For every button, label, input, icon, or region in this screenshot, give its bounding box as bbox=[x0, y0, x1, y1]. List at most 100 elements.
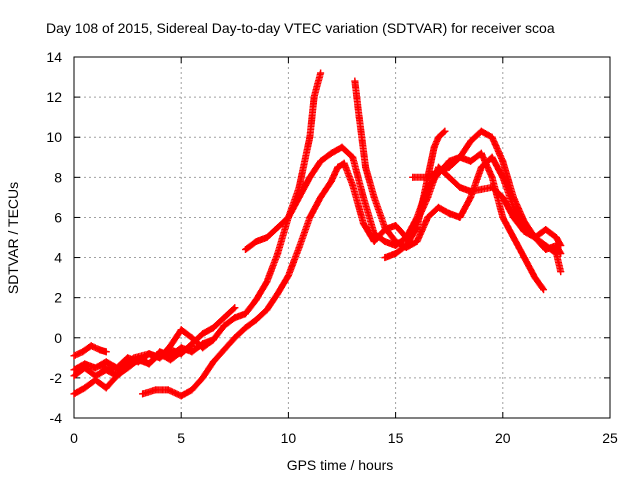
data-point bbox=[531, 274, 539, 282]
y-tick-label: 2 bbox=[54, 290, 62, 306]
data-point bbox=[477, 185, 485, 193]
chart-title: Day 108 of 2015, Sidereal Day-to-day VTE… bbox=[46, 20, 555, 36]
data-point bbox=[177, 326, 185, 334]
data-point bbox=[209, 336, 217, 344]
data-point bbox=[456, 213, 464, 221]
data-point bbox=[413, 223, 421, 231]
data-point bbox=[477, 127, 485, 135]
data-point bbox=[166, 342, 174, 350]
data-point bbox=[317, 193, 325, 201]
data-point bbox=[520, 254, 528, 262]
data-point bbox=[392, 250, 400, 258]
data-point bbox=[434, 133, 442, 141]
data-point bbox=[231, 314, 239, 322]
data-point bbox=[338, 143, 346, 151]
data-point bbox=[220, 314, 228, 322]
data-point bbox=[156, 354, 164, 362]
data-point bbox=[295, 193, 303, 201]
series-markers bbox=[70, 342, 110, 360]
y-tick-label: 12 bbox=[46, 89, 62, 105]
data-point bbox=[359, 219, 367, 227]
data-point bbox=[151, 386, 159, 394]
data-point bbox=[510, 193, 518, 201]
data-point bbox=[317, 157, 325, 165]
data-point bbox=[467, 193, 475, 201]
data-point bbox=[370, 193, 378, 201]
y-tick-label: -4 bbox=[50, 410, 63, 426]
data-point bbox=[79, 348, 87, 356]
data-point bbox=[445, 173, 453, 181]
data-point bbox=[209, 358, 217, 366]
series-markers bbox=[351, 77, 565, 276]
data-point bbox=[351, 77, 359, 85]
data-point bbox=[370, 229, 378, 237]
data-point bbox=[252, 296, 260, 304]
data-point bbox=[252, 316, 260, 324]
data-point bbox=[349, 181, 357, 189]
data-point bbox=[220, 322, 228, 330]
y-axis-label: SDTVAR / TECUs bbox=[5, 182, 21, 294]
data-point bbox=[488, 173, 496, 181]
data-point bbox=[327, 149, 335, 157]
data-point bbox=[477, 163, 485, 171]
data-point bbox=[188, 334, 196, 342]
data-point bbox=[334, 163, 342, 171]
data-point bbox=[164, 386, 172, 394]
data-point bbox=[392, 238, 400, 246]
data-point bbox=[552, 242, 560, 250]
data-point bbox=[430, 143, 438, 151]
data-point bbox=[413, 238, 421, 246]
data-point bbox=[209, 324, 217, 332]
data-point bbox=[70, 366, 78, 374]
data-point bbox=[434, 203, 442, 211]
data-point bbox=[102, 384, 110, 392]
data-point bbox=[327, 177, 335, 185]
data-point bbox=[242, 310, 250, 318]
y-tick-label: -2 bbox=[50, 370, 63, 386]
data-point bbox=[467, 137, 475, 145]
data-point bbox=[488, 153, 496, 161]
data-point bbox=[231, 304, 239, 312]
data-point bbox=[145, 350, 153, 358]
data-point bbox=[424, 173, 432, 181]
data-point bbox=[70, 352, 78, 360]
data-point bbox=[70, 372, 78, 380]
data-point bbox=[81, 364, 89, 372]
data-point bbox=[424, 213, 432, 221]
y-tick-label: 8 bbox=[54, 169, 62, 185]
data-point bbox=[488, 183, 496, 191]
x-tick-label: 0 bbox=[70, 430, 78, 446]
data-point bbox=[434, 167, 442, 175]
data-point bbox=[96, 346, 104, 354]
data-point bbox=[542, 246, 550, 254]
data-point bbox=[362, 163, 370, 171]
plot-frame bbox=[73, 56, 611, 419]
data-point bbox=[381, 223, 389, 231]
data-point bbox=[177, 392, 185, 400]
data-point bbox=[445, 209, 453, 217]
data-point bbox=[188, 348, 196, 356]
data-point bbox=[306, 173, 314, 181]
x-tick-label: 5 bbox=[177, 430, 185, 446]
data-point bbox=[274, 223, 282, 231]
y-tick-label: 14 bbox=[46, 49, 62, 65]
data-point bbox=[284, 213, 292, 221]
x-axis-label: GPS time / hours bbox=[287, 457, 394, 473]
data-point bbox=[402, 242, 410, 250]
data-point bbox=[499, 213, 507, 221]
data-point bbox=[102, 348, 110, 356]
data-point bbox=[130, 354, 138, 362]
data-point bbox=[188, 386, 196, 394]
data-point bbox=[540, 286, 548, 294]
data-point bbox=[456, 183, 464, 191]
x-tick-label: 15 bbox=[388, 430, 404, 446]
data-point bbox=[557, 250, 565, 258]
data-point bbox=[552, 234, 560, 241]
axis-ticks: 0 5 10 15 20 25 -4 -2 0 2 4 6 8 10 12 14 bbox=[46, 49, 618, 446]
data-point bbox=[199, 330, 207, 338]
y-tick-label: 10 bbox=[46, 129, 62, 145]
data-point bbox=[531, 234, 539, 241]
data-point bbox=[445, 163, 453, 171]
data-point bbox=[467, 157, 475, 165]
